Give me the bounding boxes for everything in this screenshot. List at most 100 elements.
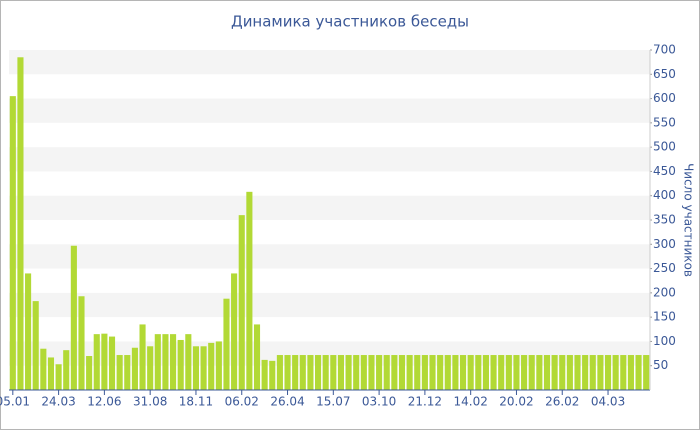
- x-tick-label: 26.04: [270, 395, 304, 409]
- bar: [131, 347, 138, 390]
- y-tick-label: 550: [653, 115, 676, 129]
- y-tick-label: 700: [653, 43, 676, 57]
- x-tick-label: 21.12: [408, 395, 442, 409]
- y-tick-label: 50: [653, 358, 668, 372]
- bar: [192, 346, 200, 390]
- bar: [162, 334, 169, 390]
- bar: [70, 245, 77, 390]
- x-tick-label: 14.02: [453, 395, 487, 409]
- bar: [261, 359, 268, 390]
- bar: [444, 355, 451, 390]
- bar: [86, 356, 93, 390]
- bar: [528, 355, 535, 390]
- y-tick-label: 650: [653, 67, 676, 81]
- bar: [231, 273, 238, 390]
- bar: [421, 355, 428, 390]
- bar: [147, 346, 154, 390]
- bar: [40, 348, 47, 390]
- x-tick-label: 06.02: [225, 395, 259, 409]
- y-tick-label: 300: [653, 237, 676, 251]
- bar: [429, 355, 436, 390]
- bar: [643, 355, 650, 390]
- bar: [467, 355, 474, 390]
- bar: [116, 355, 123, 390]
- y-tick-label: 500: [653, 140, 676, 154]
- bar: [315, 355, 322, 390]
- grid-band: [9, 98, 650, 123]
- bar: [360, 355, 367, 390]
- bar: [559, 355, 566, 390]
- x-tick-label: 04.03: [591, 395, 625, 409]
- bar: [276, 355, 283, 390]
- y-axis-label: Число участников: [682, 163, 696, 277]
- bar: [627, 355, 634, 390]
- bar: [353, 355, 360, 390]
- bar: [505, 355, 512, 390]
- bar: [246, 191, 253, 390]
- bar: [551, 355, 558, 390]
- bar: [9, 96, 16, 391]
- x-tick-label: 20.02: [499, 395, 533, 409]
- y-tick-label: 400: [653, 188, 676, 202]
- y-tick-label: 200: [653, 285, 676, 299]
- bar: [459, 355, 467, 390]
- bar: [299, 355, 306, 390]
- bar: [452, 355, 459, 390]
- bar: [78, 296, 85, 390]
- y-tick-label: 600: [653, 91, 676, 105]
- bar: [185, 334, 192, 390]
- bar: [93, 334, 100, 390]
- bar: [589, 355, 596, 390]
- grid-band: [9, 292, 650, 318]
- bar: [200, 346, 207, 390]
- bar: [620, 355, 627, 390]
- x-tick-label: 31.08: [133, 395, 167, 409]
- bar: [170, 334, 177, 390]
- bar: [25, 273, 32, 390]
- bar: [345, 355, 352, 390]
- bar: [635, 355, 642, 390]
- x-tick-label: 05.01: [0, 395, 30, 409]
- bar: [566, 355, 573, 390]
- x-tick-label: 03.10: [362, 395, 396, 409]
- bar: [337, 355, 344, 390]
- bar: [330, 355, 337, 390]
- bar: [17, 57, 24, 391]
- x-tick-label: 26.02: [545, 395, 579, 409]
- bar: [32, 301, 39, 390]
- bar: [612, 355, 619, 390]
- bar: [322, 355, 329, 390]
- bar: [101, 333, 108, 390]
- bar: [597, 355, 604, 390]
- bar: [604, 355, 612, 390]
- bar: [482, 355, 489, 390]
- grid-band: [9, 195, 650, 220]
- bar: [284, 355, 291, 390]
- bar: [498, 355, 505, 390]
- bar: [414, 355, 421, 390]
- bar: [253, 324, 261, 390]
- x-tick-label: 18.11: [179, 395, 213, 409]
- bar: [406, 355, 413, 390]
- bar: [269, 360, 276, 390]
- bar: [124, 355, 131, 390]
- bar: [139, 324, 146, 390]
- bar: [391, 355, 398, 390]
- bar: [475, 355, 482, 390]
- bar: [215, 341, 222, 390]
- bar: [223, 298, 230, 390]
- bar: [398, 355, 406, 390]
- bar: [208, 342, 215, 390]
- bar: [47, 357, 55, 390]
- bar: [513, 355, 520, 390]
- bar: [521, 355, 528, 390]
- bar: [292, 355, 299, 390]
- x-tick-label: 12.06: [87, 395, 121, 409]
- y-tick-label: 350: [653, 213, 676, 227]
- x-tick-label: 15.07: [316, 395, 350, 409]
- bar: [376, 355, 383, 390]
- bar: [108, 336, 116, 390]
- bar: [536, 355, 543, 390]
- bar: [55, 364, 62, 390]
- bar: [574, 355, 581, 390]
